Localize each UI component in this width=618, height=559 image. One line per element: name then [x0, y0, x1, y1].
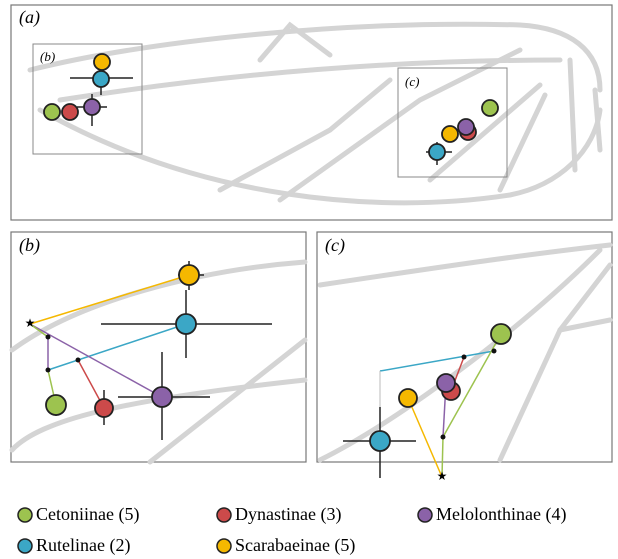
legend-swatch: [418, 508, 432, 522]
legend-swatch: [18, 508, 32, 522]
legend-label: Cetoniinae (5): [36, 504, 139, 525]
legend-swatch: [217, 539, 231, 553]
panel-frame: [317, 232, 612, 462]
wing-veins: [30, 24, 600, 203]
svg-text:★: ★: [25, 316, 36, 330]
panel-label: (c): [325, 235, 345, 256]
legend-swatch: [217, 508, 231, 522]
wing-veins: [320, 245, 610, 460]
wing-veins: [12, 262, 305, 462]
legend-label: Rutelinae (2): [36, 535, 130, 556]
inset-label: (b): [40, 49, 55, 64]
legend-label: Melolonthinae (4): [436, 504, 566, 525]
panel-b-points: ★: [25, 261, 272, 440]
legend-label: Dynastinae (3): [235, 504, 341, 525]
panel-label: (b): [19, 235, 40, 256]
svg-text:★: ★: [437, 469, 448, 483]
figure: (a) (b) (c) (b) ★: [0, 0, 618, 559]
panel-a-points: [44, 54, 498, 165]
legend-label: Scarabaeinae (5): [235, 535, 355, 556]
legend-swatch: [18, 539, 32, 553]
panel-label: (a): [19, 7, 40, 28]
legend: Cetoniinae (5) Dynastinae (3) Melolonthina…: [18, 504, 566, 556]
inset-label: (c): [405, 74, 419, 89]
panel-frame: [11, 5, 612, 220]
